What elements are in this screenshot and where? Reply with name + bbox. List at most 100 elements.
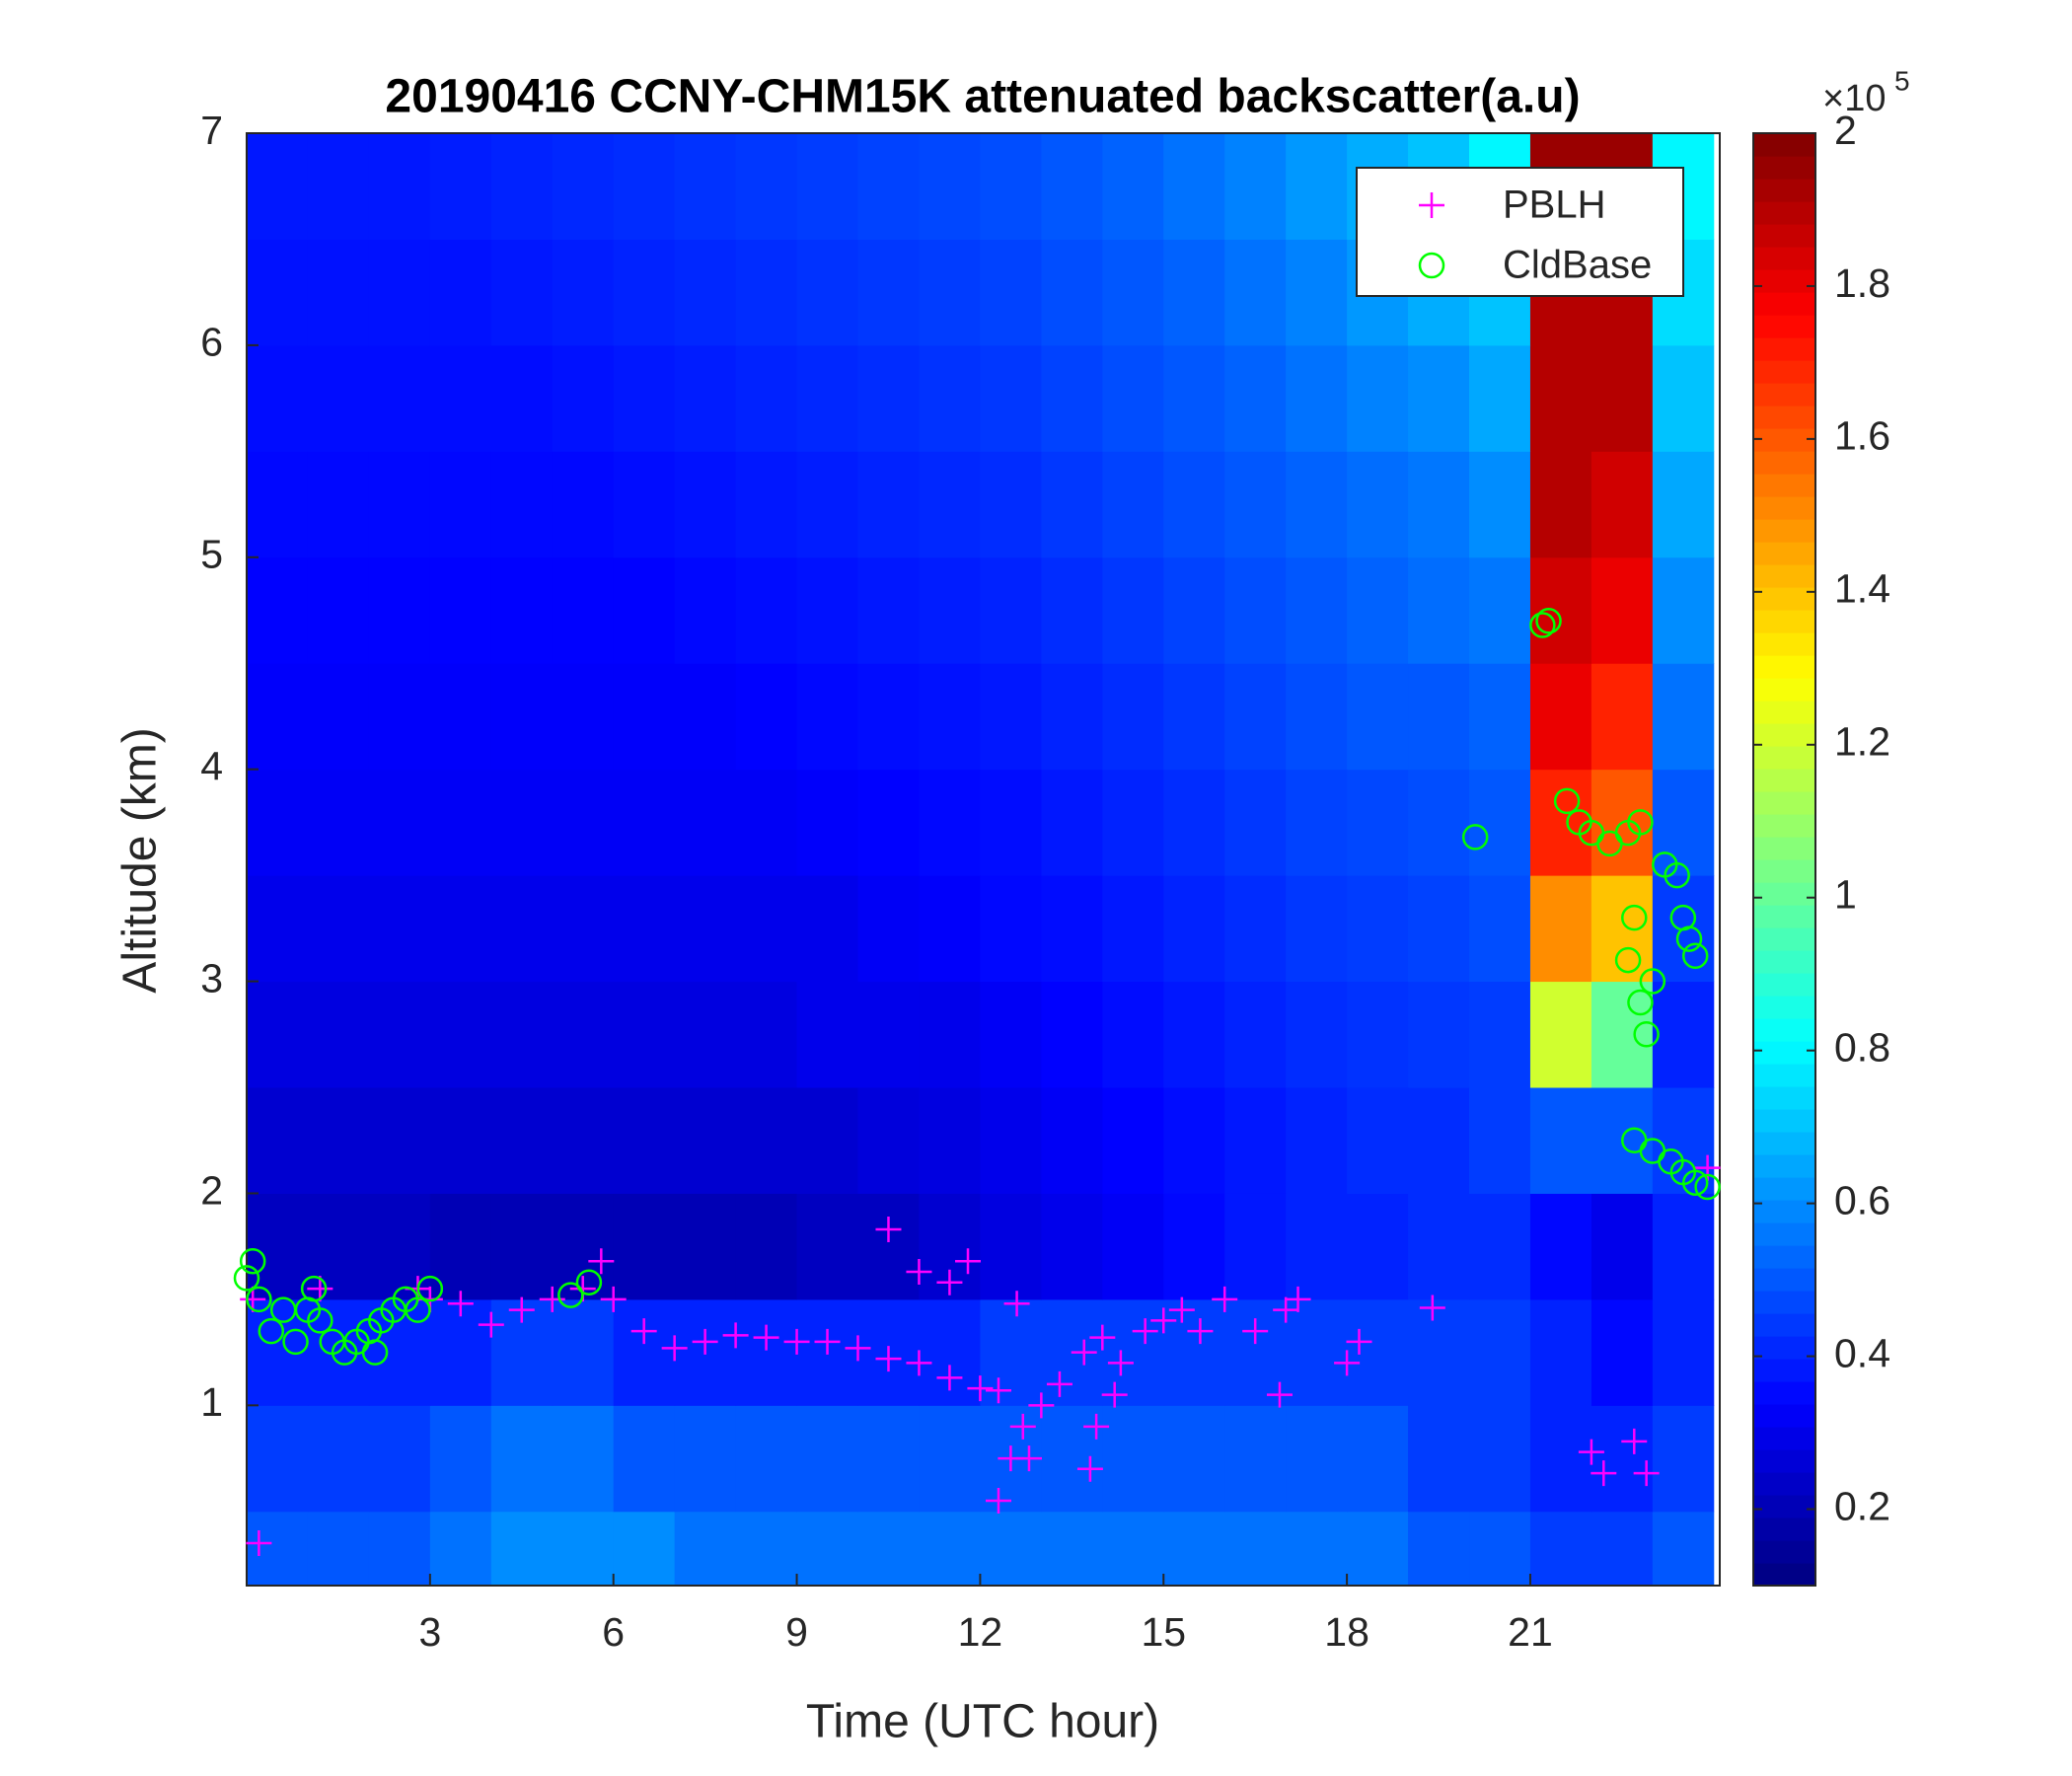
heatmap-cell <box>429 133 492 240</box>
heatmap-cell <box>735 451 798 558</box>
pblh-marker <box>240 1286 266 1312</box>
heatmap-cell <box>552 239 615 346</box>
heatmap-cell <box>1347 981 1409 1088</box>
pblh-marker <box>1101 1381 1128 1408</box>
pblh-marker <box>814 1328 841 1355</box>
heatmap-cell <box>796 1405 859 1513</box>
pblh-marker <box>478 1311 504 1338</box>
colorbar-swatch <box>1753 1109 1815 1133</box>
colorbar-swatch <box>1753 428 1815 452</box>
pblh-marker <box>1083 1413 1110 1440</box>
pblh-marker <box>1334 1350 1361 1376</box>
heatmap-cell <box>1652 769 1715 876</box>
heatmap-cell <box>247 1405 309 1513</box>
heatmap-cell <box>1408 663 1470 771</box>
colorbar-tick-label: 0.2 <box>1834 1483 1890 1528</box>
colorbar-swatch <box>1753 1177 1815 1201</box>
heatmap-cell <box>857 1193 920 1300</box>
heatmap-cell <box>1408 875 1470 983</box>
pblh-marker <box>1285 1286 1311 1312</box>
heatmap-cell <box>1347 663 1409 771</box>
colorbar-swatch <box>1753 1381 1815 1405</box>
heatmap-cell <box>857 1511 920 1587</box>
heatmap-cell <box>1286 1511 1348 1587</box>
heatmap-cell <box>1163 239 1225 346</box>
heatmap-cell <box>1408 451 1470 558</box>
heatmap-cell <box>674 875 737 983</box>
legend-marker <box>1419 192 1444 218</box>
heatmap-cell <box>247 981 309 1088</box>
colorbar-swatch <box>1753 1200 1815 1223</box>
cloud-base-marker <box>307 1307 333 1334</box>
heatmap-cell <box>674 663 737 771</box>
heatmap-cell <box>429 1511 492 1587</box>
heatmap-cell <box>796 981 859 1088</box>
pblh-marker <box>246 1530 272 1557</box>
heatmap-cell <box>552 769 615 876</box>
heatmap-cell <box>1408 1298 1470 1406</box>
heatmap-cell <box>857 451 920 558</box>
pblh-marker <box>1150 1307 1177 1334</box>
heatmap-cell <box>1163 981 1225 1088</box>
cloud-base-marker <box>1614 946 1642 974</box>
heatmap-cell <box>1286 239 1348 346</box>
heatmap-cell <box>368 344 431 452</box>
heatmap-cell <box>1224 769 1287 876</box>
colorbar-swatch <box>1753 383 1815 407</box>
heatmap-cell <box>368 1298 431 1406</box>
colorbar-swatch <box>1753 1495 1815 1518</box>
pblh-marker <box>1591 1460 1617 1487</box>
heatmap-cell <box>1041 1087 1103 1194</box>
colorbar-swatch <box>1753 632 1815 656</box>
heatmap-cell <box>429 239 492 346</box>
heatmap-cell <box>613 133 676 240</box>
heatmap-cell <box>980 556 1042 664</box>
heatmap-cell <box>1408 769 1470 876</box>
colorbar-swatch <box>1753 542 1815 565</box>
colorbar-swatch <box>1753 519 1815 543</box>
heatmap-cell <box>1469 1511 1531 1587</box>
pblh-marker <box>722 1322 749 1349</box>
heatmap-cell <box>1163 1087 1225 1194</box>
heatmap-cell <box>980 769 1042 876</box>
colorbar-swatch <box>1753 1540 1815 1564</box>
pblh-marker <box>600 1286 627 1312</box>
colorbar-swatch <box>1753 1427 1815 1450</box>
pblh-marker <box>1028 1392 1055 1419</box>
heatmap-cell <box>980 981 1042 1088</box>
colorbar-swatch <box>1753 882 1815 906</box>
heatmap-cell <box>490 1405 554 1513</box>
heatmap-cell <box>735 239 798 346</box>
heatmap-cell <box>247 133 309 240</box>
pblh-marker <box>906 1350 932 1376</box>
heatmap-cell <box>490 133 554 240</box>
colorbar-swatch <box>1753 746 1815 770</box>
chart-title: 20190416 CCNY-CHM15K attenuated backscat… <box>385 71 1580 123</box>
colorbar-swatch <box>1753 1517 1815 1541</box>
heatmap-cell <box>429 556 492 664</box>
heatmap-cell <box>980 451 1042 558</box>
x-tick-label: 15 <box>1141 1609 1186 1655</box>
cloud-base-marker <box>1553 787 1581 815</box>
pblh-marker <box>875 1346 902 1372</box>
pblh-marker <box>1046 1370 1073 1397</box>
heatmap-cell <box>1469 1193 1531 1300</box>
heatmap-cell <box>674 769 737 876</box>
heatmap-cell <box>1286 1298 1348 1406</box>
heatmap-cell <box>980 239 1042 346</box>
heatmap-cell <box>674 1193 737 1300</box>
colorbar-swatch <box>1753 610 1815 633</box>
colorbar-tick-label: 1 <box>1834 872 1857 918</box>
heatmap-cell <box>674 1511 737 1587</box>
heatmap-cell <box>919 1087 981 1194</box>
heatmap-cell <box>307 451 370 558</box>
heatmap-cell <box>919 344 981 452</box>
heatmap-cell <box>1408 1193 1470 1300</box>
heatmap-cell <box>613 1298 676 1406</box>
heatmap-cell <box>1652 1405 1715 1513</box>
colorbar-swatch <box>1753 678 1815 702</box>
heatmap-cell <box>247 875 309 983</box>
pblh-marker <box>1132 1318 1158 1345</box>
heatmap-cell <box>735 1087 798 1194</box>
colorbar-tick-label: 1.8 <box>1834 260 1890 306</box>
